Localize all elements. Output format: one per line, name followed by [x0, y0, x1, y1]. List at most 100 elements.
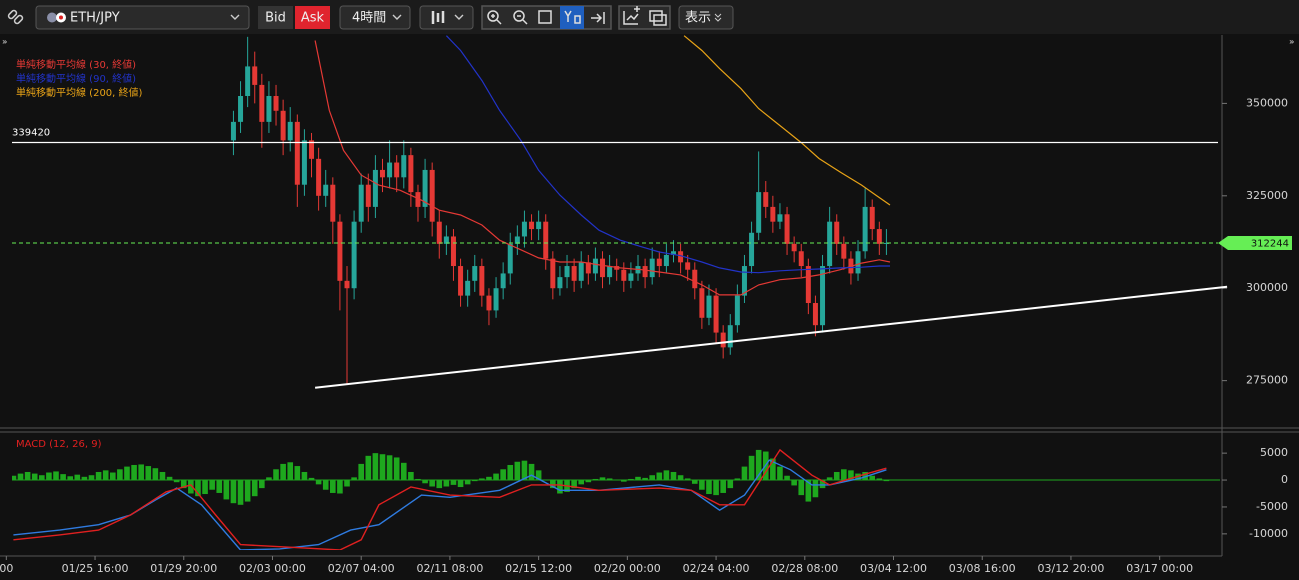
histogram-bar	[606, 478, 613, 481]
histogram-bar	[585, 480, 592, 483]
histogram-bar	[812, 480, 819, 498]
histogram-bar	[656, 472, 663, 481]
histogram-bar	[88, 475, 95, 481]
histogram-bar	[251, 480, 258, 497]
candle-body	[230, 121, 236, 141]
last-price-label: 312244	[1251, 238, 1289, 249]
candle-body	[450, 236, 456, 267]
candle-body	[734, 295, 740, 326]
histogram-bar	[791, 480, 797, 486]
histogram-bar	[500, 469, 506, 481]
candle-body	[394, 162, 400, 178]
histogram-bar	[699, 480, 705, 490]
ask-button[interactable]: Ask	[295, 6, 330, 29]
histogram-bar	[727, 480, 734, 489]
candle-body	[536, 221, 542, 230]
histogram-bar	[287, 462, 294, 481]
candle-body	[841, 243, 847, 259]
collapse-icon[interactable]: »	[2, 38, 8, 48]
histogram-bar	[848, 470, 854, 481]
x-tick-label: 03/08 16:00	[949, 562, 1016, 575]
histogram-bar	[628, 478, 634, 481]
candle-body	[592, 258, 598, 274]
histogram-bar	[670, 471, 677, 481]
histogram-bar	[95, 471, 102, 481]
interval-select[interactable]: 4時間	[339, 5, 411, 30]
candle-body	[805, 266, 811, 304]
candle-body	[514, 236, 520, 244]
macd-plot	[12, 448, 1220, 550]
candle-body	[521, 221, 527, 237]
candle-body	[301, 140, 307, 185]
x-tick-label: 03/04 12:00	[860, 562, 927, 575]
histogram-bar	[876, 478, 883, 481]
y-tick-label: 0	[1281, 473, 1288, 486]
chart-type-select[interactable]	[419, 5, 474, 30]
histogram-bar	[883, 480, 890, 482]
histogram-bar	[46, 472, 52, 481]
candle-body	[720, 332, 726, 348]
candle-body	[422, 169, 428, 207]
histogram-bar	[826, 477, 833, 481]
candle-body	[323, 184, 329, 196]
moving-average	[683, 35, 891, 206]
candle-body	[309, 140, 315, 159]
candle-body	[798, 251, 804, 267]
histogram-bar	[706, 480, 712, 495]
candle-body	[763, 192, 769, 207]
candle-body	[294, 121, 300, 185]
candle-body	[337, 221, 343, 281]
candle-body	[791, 243, 797, 252]
histogram-bar	[862, 471, 868, 481]
moving-average	[445, 35, 890, 274]
price-plot	[230, 35, 891, 385]
x-tick-label: 02/07 04:00	[328, 562, 395, 575]
histogram-bar	[869, 475, 876, 481]
expand-icon[interactable]: »	[1289, 38, 1295, 48]
histogram-bar	[12, 475, 17, 481]
histogram-bar	[301, 471, 308, 481]
histogram-bar	[216, 480, 223, 493]
histogram-bar	[365, 455, 372, 481]
y-tick-label: 350000	[1246, 96, 1288, 109]
histogram-bar	[479, 478, 485, 481]
candle-body	[280, 110, 286, 141]
macd-line	[13, 459, 887, 550]
indicator-buttons[interactable]	[618, 5, 671, 30]
candle-body	[862, 206, 868, 252]
histogram-bar	[266, 477, 272, 481]
candle-body	[351, 221, 357, 289]
histogram-bar	[67, 476, 73, 481]
candle-body	[365, 184, 371, 207]
candle-body	[883, 242, 889, 244]
histogram-bar	[514, 461, 521, 481]
candle-body	[628, 273, 634, 281]
histogram-bar	[259, 480, 265, 489]
histogram-bar	[805, 480, 812, 502]
x-tick-label: 01/25 16:00	[62, 562, 129, 575]
bid-label: Bid	[265, 11, 286, 26]
candle-body	[245, 66, 251, 96]
y-tick-label: 300000	[1246, 281, 1288, 294]
histogram-bar	[237, 480, 244, 505]
candle-body	[855, 251, 861, 274]
histogram-bar	[649, 475, 655, 481]
histogram-bar	[159, 471, 166, 481]
view-select[interactable]: 表示	[678, 5, 734, 30]
histogram-bar	[557, 480, 563, 494]
histogram-bar	[131, 464, 137, 481]
link-icon[interactable]	[7, 9, 24, 25]
x-tick-label: 02/03 00:00	[239, 562, 306, 575]
histogram-bar	[330, 480, 336, 493]
bid-button[interactable]: Bid	[258, 6, 293, 29]
histogram-bar	[180, 480, 187, 489]
candle-body	[827, 221, 833, 267]
tool-buttons[interactable]	[481, 5, 612, 30]
symbol-select[interactable]: ETH/JPY	[35, 5, 250, 30]
histogram-bar	[230, 480, 237, 504]
histogram-bar	[592, 478, 599, 481]
horizontal-line-label: 339420	[12, 127, 50, 138]
histogram-bar	[819, 480, 826, 489]
histogram-bar	[720, 480, 726, 493]
histogram-bar	[521, 460, 528, 481]
